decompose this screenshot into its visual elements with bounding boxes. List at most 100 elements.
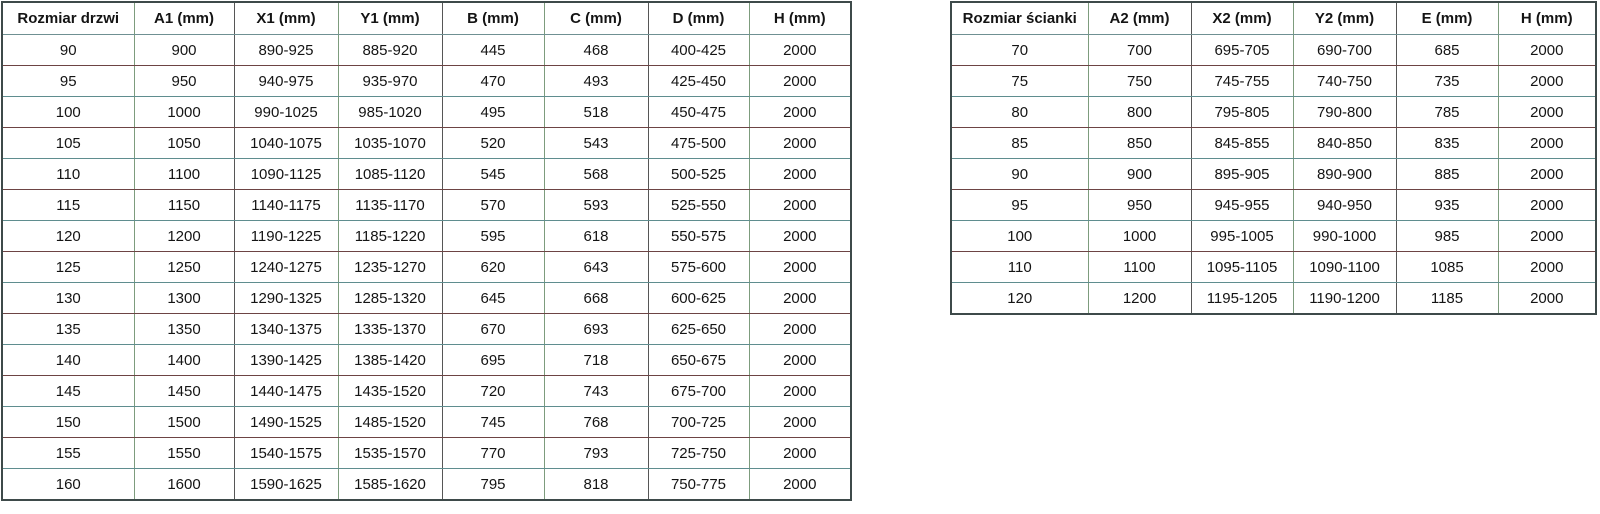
table-cell: 575-600 — [648, 251, 750, 283]
table-row: 75 750 745-755 740-750 735 2000 — [951, 65, 1597, 97]
table-cell: 468 — [544, 34, 649, 66]
table-cell: 793 — [544, 437, 649, 469]
table-cell: 130 — [2, 282, 135, 314]
table-cell: 745-755 — [1191, 65, 1294, 97]
table-cell: 1090-1100 — [1293, 251, 1397, 283]
table-cell: 570 — [442, 189, 545, 221]
table-cell: 2000 — [749, 406, 852, 438]
table-cell: 1100 — [134, 158, 235, 190]
table-cell: 2000 — [749, 344, 852, 376]
table-cell: 1095-1105 — [1191, 251, 1294, 283]
table-cell: 1285-1320 — [338, 282, 443, 314]
table-cell: 743 — [544, 375, 649, 407]
table-cell: 995-1005 — [1191, 220, 1294, 252]
table-cell: 643 — [544, 251, 649, 283]
table-cell: 90 — [951, 158, 1089, 190]
table-cell: 950 — [1088, 189, 1192, 221]
table-cell: 2000 — [749, 468, 852, 500]
table-cell: 1200 — [1088, 282, 1192, 314]
column-header: H (mm) — [1498, 2, 1597, 35]
table-cell: 985-1020 — [338, 96, 443, 128]
door-size-table: Rozmiar drzwi A1 (mm) X1 (mm) Y1 (mm) B (mm)… — [1, 1, 852, 501]
table-cell: 493 — [544, 65, 649, 97]
column-header: Y2 (mm) — [1293, 2, 1397, 35]
table-row: 90 900 895-905 890-900 885 2000 — [951, 158, 1597, 190]
table-cell: 1185 — [1396, 282, 1499, 314]
table-cell: 800 — [1088, 96, 1192, 128]
table-cell: 1440-1475 — [234, 375, 339, 407]
table-cell: 125 — [2, 251, 135, 283]
table-row: 125 1250 1240-1275 1235-1270 620 643 575-600 20… — [2, 251, 852, 283]
table-cell: 400-425 — [648, 34, 750, 66]
table-cell: 500-525 — [648, 158, 750, 190]
table-row: 155 1550 1540-1575 1535-1570 770 793 725-750 20… — [2, 437, 852, 469]
table-cell: 1590-1625 — [234, 468, 339, 500]
table-cell: 2000 — [749, 189, 852, 221]
table-cell: 695 — [442, 344, 545, 376]
table-cell: 1190-1225 — [234, 220, 339, 252]
table-cell: 75 — [951, 65, 1089, 97]
table-cell: 450-475 — [648, 96, 750, 128]
table-cell: 990-1025 — [234, 96, 339, 128]
table-cell: 1195-1205 — [1191, 282, 1294, 314]
table-cell: 105 — [2, 127, 135, 159]
table-cell: 885-920 — [338, 34, 443, 66]
table-cell: 835 — [1396, 127, 1499, 159]
table-cell: 80 — [951, 96, 1089, 128]
table-cell: 1535-1570 — [338, 437, 443, 469]
table-cell: 85 — [951, 127, 1089, 159]
table-cell: 1335-1370 — [338, 313, 443, 345]
table-cell: 155 — [2, 437, 135, 469]
table-cell: 70 — [951, 34, 1089, 66]
table-cell: 625-650 — [648, 313, 750, 345]
table-cell: 1385-1420 — [338, 344, 443, 376]
table-row: 100 1000 995-1005 990-1000 985 2000 — [951, 220, 1597, 252]
table-cell: 1450 — [134, 375, 235, 407]
table-cell: 1435-1520 — [338, 375, 443, 407]
table-cell: 840-850 — [1293, 127, 1397, 159]
table-cell: 620 — [442, 251, 545, 283]
table-cell: 2000 — [1498, 158, 1597, 190]
table-cell: 1000 — [134, 96, 235, 128]
table-cell: 890-900 — [1293, 158, 1397, 190]
column-header: B (mm) — [442, 2, 545, 35]
table-cell: 90 — [2, 34, 135, 66]
table-cell: 1390-1425 — [234, 344, 339, 376]
table-cell: 950 — [134, 65, 235, 97]
table-cell: 100 — [951, 220, 1089, 252]
table-cell: 1200 — [134, 220, 235, 252]
table-cell: 935-970 — [338, 65, 443, 97]
column-header: Rozmiar drzwi — [2, 2, 135, 35]
table-cell: 2000 — [749, 127, 852, 159]
table-cell: 750 — [1088, 65, 1192, 97]
table-row: 100 1000 990-1025 985-1020 495 518 450-475 2000 — [2, 96, 852, 128]
table-cell: 668 — [544, 282, 649, 314]
table-cell: 1085 — [1396, 251, 1499, 283]
table-cell: 2000 — [749, 96, 852, 128]
table-cell: 1585-1620 — [338, 468, 443, 500]
table-cell: 120 — [951, 282, 1089, 314]
table-row: 110 1100 1095-1105 1090-1100 1085 2000 — [951, 251, 1597, 283]
table-cell: 700 — [1088, 34, 1192, 66]
table-cell: 2000 — [1498, 34, 1597, 66]
table-cell: 685 — [1396, 34, 1499, 66]
table-cell: 690-700 — [1293, 34, 1397, 66]
table-cell: 945-955 — [1191, 189, 1294, 221]
table-cell: 518 — [544, 96, 649, 128]
table-cell: 645 — [442, 282, 545, 314]
table-cell: 120 — [2, 220, 135, 252]
table-cell: 100 — [2, 96, 135, 128]
table-cell: 1600 — [134, 468, 235, 500]
table-cell: 1485-1520 — [338, 406, 443, 438]
table-cell: 140 — [2, 344, 135, 376]
table-cell: 160 — [2, 468, 135, 500]
table-cell: 650-675 — [648, 344, 750, 376]
table-cell: 1135-1170 — [338, 189, 443, 221]
table-cell: 2000 — [749, 251, 852, 283]
table-cell: 2000 — [1498, 96, 1597, 128]
table-row: 85 850 845-855 840-850 835 2000 — [951, 127, 1597, 159]
table-cell: 2000 — [749, 220, 852, 252]
table-cell: 618 — [544, 220, 649, 252]
table-cell: 718 — [544, 344, 649, 376]
